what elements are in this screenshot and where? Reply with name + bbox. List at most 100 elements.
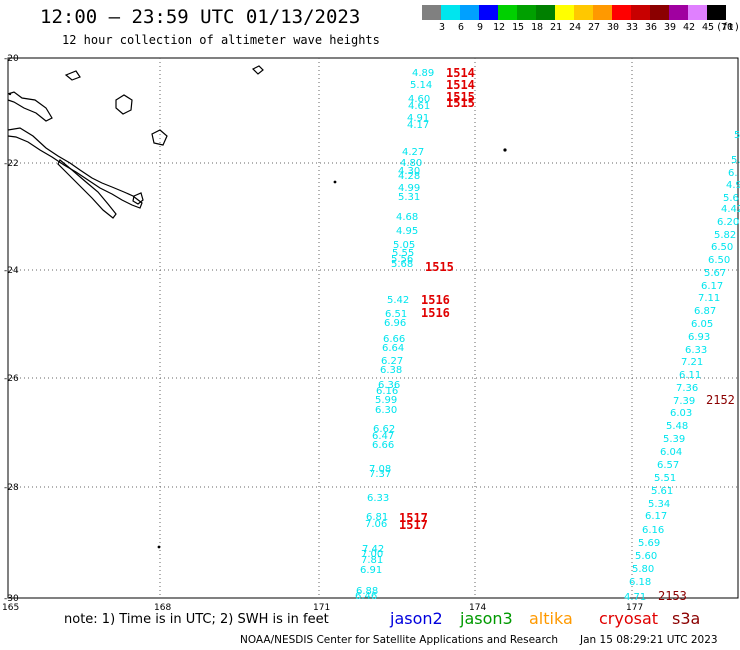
islet-dot [503, 148, 507, 152]
islet-dot [333, 180, 337, 184]
swh-label: 4.42 [721, 204, 740, 215]
swh-label: 7.00 [361, 549, 383, 560]
swh-label: 5.48 [666, 421, 688, 432]
credit-line: NOAA/NESDIS Center for Satellite Applica… [240, 634, 558, 646]
swh-label: 5.6 [723, 193, 739, 204]
swh-label: 4.99 [398, 183, 420, 194]
legend-label: 3 [438, 22, 446, 33]
legend-label: 36 [644, 22, 658, 33]
swh-label: 6.50 [708, 255, 730, 266]
grid-lines [7, 57, 739, 599]
legend-label: 12 [492, 22, 506, 33]
legend-label: 33 [625, 22, 639, 33]
swh-label: 5.69 [638, 538, 660, 549]
legend-swatch [479, 5, 498, 20]
wave-height-labels: 4.895.14 4.604.614.914.17 4.274.804.304.28… [355, 66, 740, 603]
legend-label: 27 [587, 22, 601, 33]
generated-timestamp: Jan 15 08:29:21 UTC 2023 [580, 634, 718, 646]
swh-label: 4.9 [726, 180, 740, 191]
swh-label: 6.66 [372, 440, 394, 451]
lat-label: -28 [4, 483, 19, 493]
sat-label-jason2: jason2 [390, 609, 443, 628]
legend-label: 18 [530, 22, 544, 33]
swh-label: 6.20 [717, 217, 739, 228]
swh-label: 6.64 [382, 343, 404, 354]
swh-label: 7.36 [676, 383, 698, 394]
legend-label: 70 [720, 22, 734, 33]
mare-island [151, 129, 168, 146]
legend-swatch [422, 5, 441, 20]
legend-swatch [650, 5, 669, 20]
swh-label: 5.51 [654, 473, 676, 484]
time-label: 2152 [706, 393, 735, 407]
time-label: 1516 [421, 293, 450, 307]
legend-label: 9 [476, 22, 484, 33]
swh-label: 7.06 [365, 519, 387, 530]
swh-label: 6.81 [366, 512, 388, 523]
swh-label: 4.71 [624, 592, 646, 603]
legend-label: 15 [511, 22, 525, 33]
islet-a [251, 65, 264, 75]
swh-label: 6.04 [660, 447, 682, 458]
legend-label: 6 [457, 22, 465, 33]
swh-label: 6.91 [360, 565, 382, 576]
legend-swatch [669, 5, 688, 20]
map-title: 12:00 – 23:59 UTC 01/13/2023 [40, 6, 361, 28]
swh-label: 5.56 [391, 254, 413, 265]
swh-label: 6.18 [629, 577, 651, 588]
lifou-island [115, 94, 133, 115]
time-label: 1514 [446, 66, 475, 80]
swh-label: 5.99 [375, 395, 397, 406]
legend-swatch [612, 5, 631, 20]
swh-label: 5.80 [632, 564, 654, 575]
legend-label: 42 [682, 22, 696, 33]
legend-swatch [593, 5, 612, 20]
swh-label: 6.50 [711, 242, 733, 253]
legend-swatch [574, 5, 593, 20]
swh-label: 6.38 [380, 365, 402, 376]
swh-label: 6.57 [657, 460, 679, 471]
lon-label: 171 [313, 603, 330, 613]
lat-label: -30 [4, 594, 19, 604]
swh-label: 4.95 [396, 226, 418, 237]
coastline [7, 65, 264, 219]
swh-label: 5.42 [387, 295, 409, 306]
swh-label: 5.60 [635, 551, 657, 562]
legend-swatch [707, 5, 726, 20]
northern-islet [64, 70, 81, 81]
map-frame [7, 57, 739, 599]
swh-label: 6.33 [367, 493, 389, 504]
legend-label: 45 [701, 22, 715, 33]
legend-swatch [631, 5, 650, 20]
swh-label: 4.28 [398, 171, 420, 182]
swh-label: 6.17 [701, 281, 723, 292]
swh-label: 4.17 [407, 120, 429, 131]
swh-label: 6.88 [356, 586, 378, 597]
time-label: 1515 [446, 96, 475, 110]
new-caledonia-outline [7, 127, 143, 209]
swh-label: 5.67 [704, 268, 726, 279]
swh-label: 6.03 [670, 408, 692, 419]
swh-label: 6.11 [679, 370, 701, 381]
lon-label: 177 [626, 603, 643, 613]
lon-label: 168 [154, 603, 171, 613]
swh-label: 5.31 [398, 192, 420, 203]
lat-label: -24 [4, 266, 19, 276]
lon-label: 174 [469, 603, 486, 613]
swh-label: 7.81 [361, 555, 383, 566]
swh-label: 4.30 [398, 166, 420, 177]
swh-label: 4.61 [408, 101, 430, 112]
sat-label-s3a: s3a [672, 609, 701, 628]
ouvea-island [7, 91, 53, 122]
legend-swatch [688, 5, 707, 20]
swh-label: 5.82 [714, 230, 736, 241]
swh-label: 6.66 [383, 334, 405, 345]
swh-label: 6. [728, 168, 738, 179]
time-label: 1515 [446, 90, 475, 104]
swh-label: 5 [734, 130, 740, 141]
swh-label: 4.91 [407, 113, 429, 124]
swh-label: 4.68 [396, 212, 418, 223]
sat-label-cryosat: cryosat [599, 609, 659, 628]
legend-swatch [498, 5, 517, 20]
